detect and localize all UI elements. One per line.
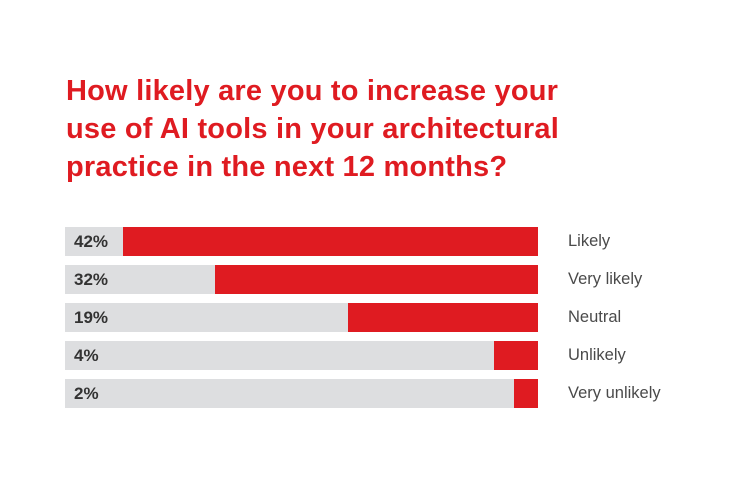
bar-row: 4% Unlikely — [65, 341, 661, 370]
bar-fill — [513, 379, 538, 408]
bar-track: 2% — [65, 379, 538, 408]
bar-category-label: Likely — [568, 232, 611, 250]
bar-value-label: 2% — [74, 383, 99, 403]
bar-value-label: 19% — [74, 307, 109, 327]
bar-value-label: 32% — [74, 269, 109, 289]
bar-row: 42% Likely — [65, 227, 661, 256]
bar-category-label: Very likely — [568, 270, 643, 288]
bar-fill — [494, 341, 538, 370]
bar-fill — [214, 265, 538, 294]
bar-category-label: Unlikely — [568, 346, 626, 364]
bar-track: 42% — [65, 227, 538, 256]
bar-value-label: 42% — [74, 231, 109, 251]
bar-chart: 42% Likely 32% Very likely 19% Neutral 4… — [65, 227, 661, 408]
bar-category-label: Neutral — [568, 308, 622, 326]
title-line-3: practice in the next 12 months? — [66, 151, 508, 183]
bar-row: 19% Neutral — [65, 303, 661, 332]
chart-title: How likely are you to increase your use … — [66, 72, 666, 186]
bar-track: 4% — [65, 341, 538, 370]
bar-fill — [123, 227, 538, 256]
bar-fill — [347, 303, 538, 332]
title-line-1: How likely are you to increase your — [66, 75, 559, 107]
bar-value-label: 4% — [74, 345, 99, 365]
bar-row: 2% Very unlikely — [65, 379, 661, 408]
bar-row: 32% Very likely — [65, 265, 661, 294]
bar-category-label: Very unlikely — [568, 384, 661, 402]
title-line-2: use of AI tools in your architectural — [66, 113, 559, 145]
bar-track: 32% — [65, 265, 538, 294]
bar-track: 19% — [65, 303, 538, 332]
